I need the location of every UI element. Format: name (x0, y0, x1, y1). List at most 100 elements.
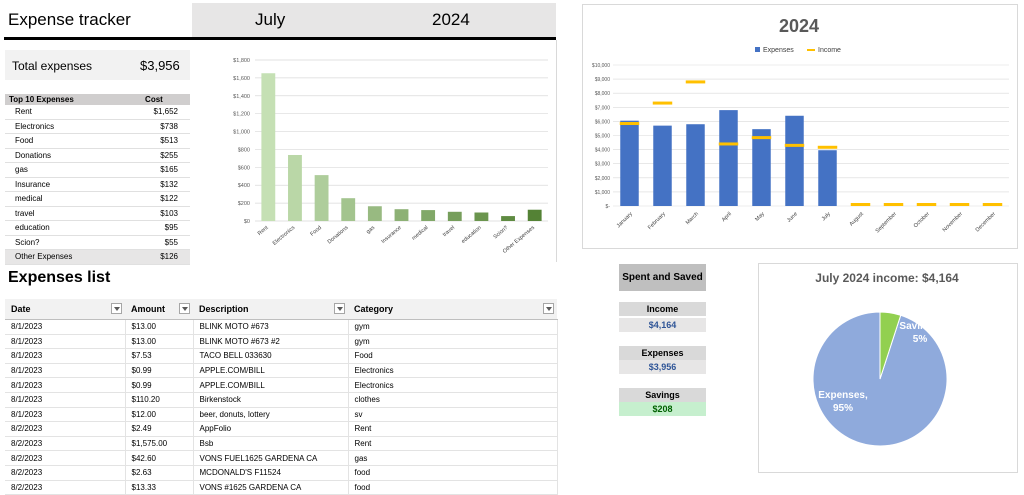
expense-cell-category[interactable]: food (348, 480, 558, 495)
expense-cell-amount[interactable]: $2.63 (125, 465, 194, 481)
expense-cell-date[interactable]: 8/2/2023 (5, 450, 126, 466)
expense-row[interactable]: 8/2/2023 $13.33 VONS #1625 GARDENA CA food (5, 480, 558, 495)
top10-bar[interactable] (288, 154, 302, 221)
expense-cell-amount[interactable]: $13.00 (125, 334, 194, 350)
expense-cell-amount[interactable]: $13.00 (125, 319, 194, 335)
income-marker[interactable] (949, 203, 970, 206)
expense-cell-date[interactable]: 8/2/2023 (5, 436, 126, 452)
expenses-bar[interactable] (719, 110, 738, 206)
top10-bar[interactable] (341, 198, 356, 221)
expense-cell-category[interactable]: sv (348, 407, 558, 423)
top10-bar[interactable] (314, 175, 329, 221)
expense-cell-category[interactable]: Rent (348, 421, 558, 437)
expense-cell-amount[interactable]: $7.53 (125, 348, 194, 364)
expense-cell-category[interactable]: Food (348, 348, 558, 364)
expense-cell-category[interactable]: Rent (348, 436, 558, 452)
expense-row[interactable]: 8/2/2023 $1,575.00 Bsb Rent (5, 436, 558, 452)
filter-dropdown-category[interactable] (543, 303, 554, 314)
expense-row[interactable]: 8/1/2023 $12.00 beer, donuts, lottery sv (5, 407, 558, 423)
income-marker[interactable] (652, 101, 673, 105)
expense-cell-description[interactable]: AppFolio (193, 421, 349, 437)
expenses-bar[interactable] (653, 125, 672, 206)
expense-cell-amount[interactable]: $0.99 (125, 363, 194, 379)
expense-cell-category[interactable]: clothes (348, 392, 558, 408)
expense-cell-description[interactable]: VONS FUEL1625 GARDENA CA (193, 450, 349, 466)
expense-cell-date[interactable]: 8/1/2023 (5, 319, 126, 335)
expense-cell-description[interactable]: BLINK MOTO #673 #2 (193, 334, 349, 350)
expense-cell-date[interactable]: 8/1/2023 (5, 377, 126, 393)
top10-bar[interactable] (421, 210, 436, 221)
expense-row[interactable]: 8/1/2023 $13.00 BLINK MOTO #673 #2 gym (5, 334, 558, 350)
expense-row[interactable]: 8/1/2023 $0.99 APPLE.COM/BILL Electronics (5, 363, 558, 379)
expense-cell-date[interactable]: 8/2/2023 (5, 465, 126, 481)
expense-cell-date[interactable]: 8/1/2023 (5, 363, 126, 379)
expenses-bar[interactable] (620, 120, 639, 206)
yearly-x-label: February (647, 211, 667, 231)
filter-dropdown-date[interactable] (111, 303, 122, 314)
expense-cell-description[interactable]: TACO BELL 033630 (193, 348, 349, 364)
top10-bar[interactable] (501, 216, 515, 221)
expense-cell-category[interactable]: Electronics (348, 377, 558, 393)
expense-row[interactable]: 8/2/2023 $42.60 VONS FUEL1625 GARDENA CA ga… (5, 450, 558, 466)
expenses-bar[interactable] (818, 150, 837, 206)
income-marker[interactable] (751, 136, 772, 140)
income-marker[interactable] (784, 143, 805, 147)
expense-cell-description[interactable]: beer, donuts, lottery (193, 407, 349, 423)
income-marker[interactable] (916, 203, 937, 206)
expense-cell-amount[interactable]: $1,575.00 (125, 436, 194, 452)
filter-dropdown-amount[interactable] (179, 303, 190, 314)
expense-cell-date[interactable]: 8/1/2023 (5, 392, 126, 408)
expense-cell-date[interactable]: 8/2/2023 (5, 480, 126, 495)
filter-dropdown-description[interactable] (334, 303, 345, 314)
top10-bar[interactable] (447, 211, 462, 221)
expense-row[interactable]: 8/1/2023 $7.53 TACO BELL 033630 Food (5, 348, 558, 364)
expense-cell-amount[interactable]: $12.00 (125, 407, 194, 423)
expense-cell-date[interactable]: 8/1/2023 (5, 348, 126, 364)
income-marker[interactable] (850, 203, 871, 206)
expense-cell-category[interactable]: gym (348, 319, 558, 335)
expense-cell-description[interactable]: APPLE.COM/BILL (193, 363, 349, 379)
expenses-bar[interactable] (752, 129, 771, 206)
expense-cell-category[interactable]: food (348, 465, 558, 481)
income-marker[interactable] (685, 80, 706, 84)
expense-cell-amount[interactable]: $0.99 (125, 377, 194, 393)
expense-cell-description[interactable]: MCDONALD'S F11524 (193, 465, 349, 481)
expenses-bar[interactable] (686, 124, 705, 206)
top10-bar[interactable] (527, 209, 542, 221)
year-selector[interactable]: 2024 (432, 10, 470, 29)
expense-row[interactable]: 8/1/2023 $13.00 BLINK MOTO #673 gym (5, 319, 558, 335)
expense-row[interactable]: 8/1/2023 $0.99 APPLE.COM/BILL Electronics (5, 377, 558, 393)
expense-cell-description[interactable]: BLINK MOTO #673 (193, 319, 349, 335)
top10-bar[interactable] (261, 73, 276, 221)
expense-row[interactable]: 8/2/2023 $2.49 AppFolio Rent (5, 421, 558, 437)
expense-cell-date[interactable]: 8/2/2023 (5, 421, 126, 437)
expense-cell-amount[interactable]: $13.33 (125, 480, 194, 495)
savings-value: $208 (619, 402, 706, 416)
top10-bar[interactable] (474, 212, 489, 221)
expense-cell-description[interactable]: APPLE.COM/BILL (193, 377, 349, 393)
expenses-bar[interactable] (785, 115, 804, 206)
top10-bar[interactable] (394, 209, 409, 221)
income-marker[interactable] (883, 203, 904, 206)
expense-cell-amount[interactable]: $2.49 (125, 421, 194, 437)
expense-row[interactable]: 8/1/2023 $110.20 Birkenstock clothes (5, 392, 558, 408)
month-selector[interactable]: July (255, 10, 286, 29)
yearly-x-label: March (685, 211, 700, 226)
income-marker[interactable] (982, 203, 1003, 206)
income-marker[interactable] (619, 122, 640, 126)
expense-cell-category[interactable]: gas (348, 450, 558, 466)
expense-cell-description[interactable]: Birkenstock (193, 392, 349, 408)
expense-cell-description[interactable]: VONS #1625 GARDENA CA (193, 480, 349, 495)
expense-cell-date[interactable]: 8/1/2023 (5, 334, 126, 350)
expense-row[interactable]: 8/2/2023 $2.63 MCDONALD'S F11524 food (5, 465, 558, 481)
income-marker[interactable] (718, 142, 739, 146)
income-marker[interactable] (817, 145, 838, 149)
expense-cell-description[interactable]: Bsb (193, 436, 349, 452)
expense-cell-amount[interactable]: $42.60 (125, 450, 194, 466)
pie-slice[interactable] (879, 311, 902, 380)
expense-cell-amount[interactable]: $110.20 (125, 392, 194, 408)
top10-bar[interactable] (367, 206, 382, 221)
expense-cell-category[interactable]: Electronics (348, 363, 558, 379)
expense-cell-category[interactable]: gym (348, 334, 558, 350)
expense-cell-date[interactable]: 8/1/2023 (5, 407, 126, 423)
